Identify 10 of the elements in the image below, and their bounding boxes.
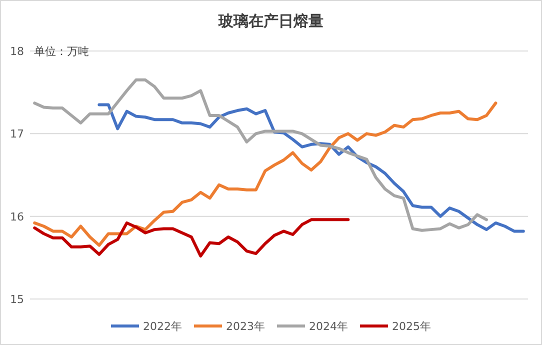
- legend-label: 2022年: [143, 320, 182, 333]
- y-tick-label: 17: [10, 128, 24, 141]
- annotation: 单位：万吨: [34, 45, 89, 58]
- y-tick-label: 16: [10, 210, 24, 224]
- legend-label: 2024年: [309, 320, 348, 333]
- legend-label: 2025年: [392, 320, 431, 333]
- title: 玻璃在产日熔量: [218, 12, 324, 30]
- y-tick-label: 18: [10, 45, 24, 58]
- y-tick-label: 15: [10, 293, 24, 306]
- legend-label: 2023年: [226, 320, 265, 333]
